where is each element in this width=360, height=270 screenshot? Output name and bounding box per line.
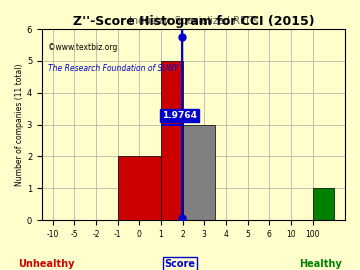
- Bar: [312, 188, 334, 220]
- Text: The Research Foundation of SUNY: The Research Foundation of SUNY: [48, 63, 178, 73]
- Bar: [183, 125, 215, 220]
- Text: ©www.textbiz.org: ©www.textbiz.org: [48, 43, 117, 52]
- Text: Healthy: Healthy: [299, 259, 342, 269]
- Text: 1.9764: 1.9764: [162, 111, 197, 120]
- Y-axis label: Number of companies (11 total): Number of companies (11 total): [15, 63, 24, 186]
- Text: Unhealthy: Unhealthy: [19, 259, 75, 269]
- Text: Industry: Specialized REITs: Industry: Specialized REITs: [129, 16, 258, 26]
- Text: Score: Score: [165, 259, 195, 269]
- Bar: [118, 156, 161, 220]
- Title: Z''-Score Histogram for CCI (2015): Z''-Score Histogram for CCI (2015): [73, 15, 314, 28]
- Bar: [161, 61, 183, 220]
